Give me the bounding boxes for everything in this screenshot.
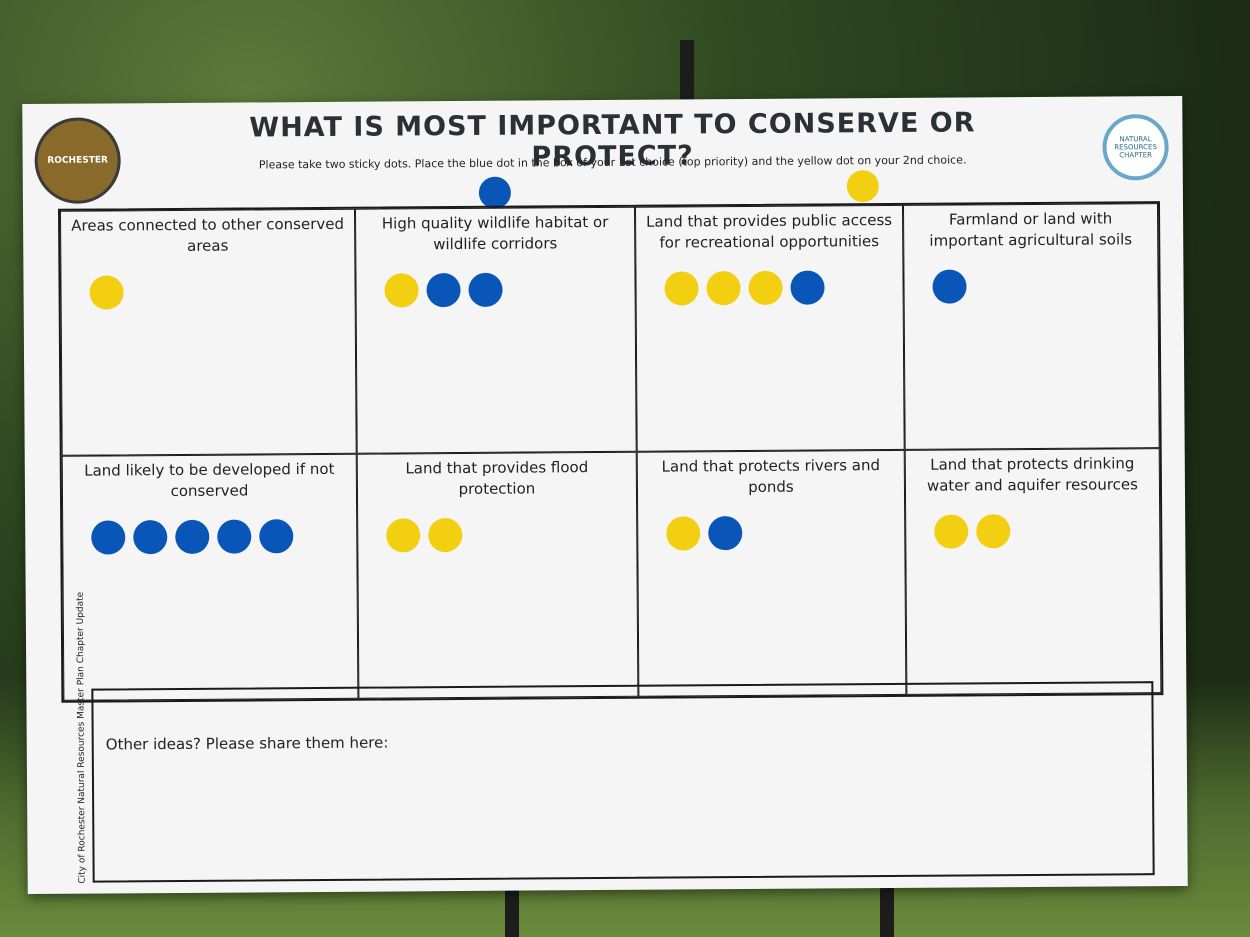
ideas-label: Other ideas? Please share them here: [106, 734, 389, 754]
yellow-dot [934, 514, 968, 548]
cell-label: Farmland or land with important agricult… [904, 204, 1157, 252]
choice-cell: Areas connected to other conserved areas [60, 209, 357, 456]
yellow-dot [89, 275, 123, 309]
dot-group [61, 256, 354, 310]
seal-text: ROCHESTER [47, 155, 108, 165]
cell-label: Land likely to be developed if not conse… [63, 455, 356, 503]
poster-board: ROCHESTER WHAT IS MOST IMPORTANT TO CONS… [22, 96, 1187, 894]
blue-dot [133, 520, 167, 554]
yellow-dot [706, 271, 740, 305]
yellow-dot [976, 514, 1010, 548]
cell-label: Land that provides flood protection [358, 453, 636, 501]
dot-group [636, 252, 902, 306]
blue-dot [708, 516, 742, 550]
city-seal: ROCHESTER [34, 117, 121, 204]
dot-group [638, 497, 904, 551]
choice-cell: Farmland or land with important agricult… [903, 203, 1160, 450]
cell-label: Areas connected to other conserved areas [61, 210, 354, 258]
blue-dot [217, 519, 251, 553]
yellow-dot [428, 518, 462, 552]
choice-grid: Areas connected to other conserved areas… [58, 201, 1163, 703]
blue-dot [259, 519, 293, 553]
yellow-dot [666, 516, 700, 550]
side-note: City of Rochester Natural Resources Mast… [76, 592, 88, 884]
chapter-logo: NATURAL RESOURCES CHAPTER [1102, 114, 1168, 180]
blue-dot [790, 270, 824, 304]
dot-group [356, 254, 634, 308]
yellow-dot [386, 518, 420, 552]
page: ROCHESTER WHAT IS MOST IMPORTANT TO CONS… [0, 0, 1250, 937]
cell-label: High quality wildlife habitat or wildlif… [356, 208, 634, 256]
choice-cell: Land that protects rivers and ponds [637, 450, 907, 697]
cell-label: Land that provides public access for rec… [636, 206, 902, 254]
choice-cell: Land that protects drinking water and aq… [905, 448, 1162, 695]
choice-cell: Land likely to be developed if not conse… [62, 454, 359, 701]
choice-cell: High quality wildlife habitat or wildlif… [355, 207, 637, 454]
blue-dot [91, 520, 125, 554]
dot-group [904, 250, 1157, 304]
yellow-dot [664, 271, 698, 305]
blue-dot [426, 273, 460, 307]
blue-dot [468, 273, 502, 307]
blue-dot [932, 269, 966, 303]
choice-cell: Land that provides public access for rec… [635, 205, 905, 452]
blue-dot [175, 520, 209, 554]
logo-text: NATURAL RESOURCES CHAPTER [1113, 135, 1159, 159]
example-blue-dot [479, 177, 511, 209]
cell-label: Land that protects rivers and ponds [638, 451, 904, 499]
ideas-box: Other ideas? Please share them here: [91, 681, 1154, 882]
dot-group [63, 501, 356, 555]
dot-group [358, 499, 636, 553]
cell-label: Land that protects drinking water and aq… [906, 449, 1159, 497]
yellow-dot [384, 273, 418, 307]
dot-group [906, 495, 1159, 549]
example-yellow-dot [847, 170, 879, 202]
choice-cell: Land that provides flood protection [357, 452, 639, 699]
yellow-dot [748, 271, 782, 305]
